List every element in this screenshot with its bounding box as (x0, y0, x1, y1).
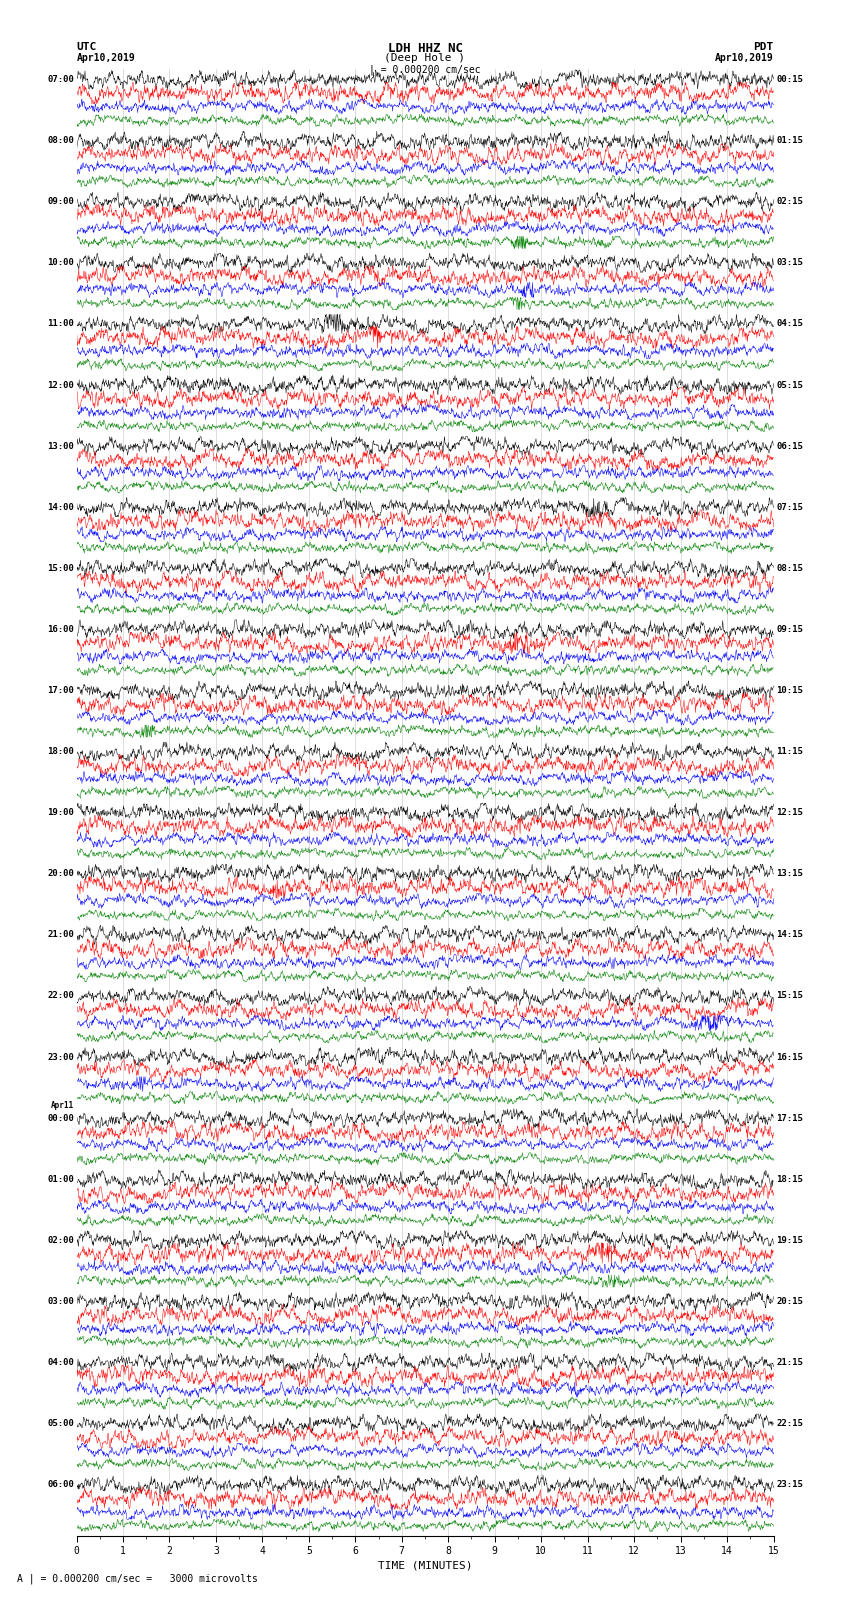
Text: 23:00: 23:00 (47, 1053, 74, 1061)
Text: 18:00: 18:00 (47, 747, 74, 756)
Text: 20:15: 20:15 (776, 1297, 803, 1307)
Text: (Deep Hole ): (Deep Hole ) (384, 53, 466, 63)
Text: 15:00: 15:00 (47, 565, 74, 573)
Text: 01:15: 01:15 (776, 135, 803, 145)
Text: 11:15: 11:15 (776, 747, 803, 756)
Text: UTC: UTC (76, 42, 97, 52)
Text: | = 0.000200 cm/sec: | = 0.000200 cm/sec (369, 65, 481, 76)
Text: 07:15: 07:15 (776, 503, 803, 511)
Text: 12:00: 12:00 (47, 381, 74, 389)
Text: LDH HHZ NC: LDH HHZ NC (388, 42, 462, 55)
Text: 04:15: 04:15 (776, 319, 803, 329)
Text: 06:15: 06:15 (776, 442, 803, 450)
Text: 02:00: 02:00 (47, 1236, 74, 1245)
Text: 08:00: 08:00 (47, 135, 74, 145)
Text: 07:00: 07:00 (47, 76, 74, 84)
Text: 14:15: 14:15 (776, 931, 803, 939)
Text: 22:15: 22:15 (776, 1419, 803, 1428)
Text: 13:00: 13:00 (47, 442, 74, 450)
Text: 10:15: 10:15 (776, 686, 803, 695)
Text: 21:15: 21:15 (776, 1358, 803, 1366)
Text: Apr10,2019: Apr10,2019 (715, 53, 774, 63)
Text: 16:00: 16:00 (47, 624, 74, 634)
Text: 09:15: 09:15 (776, 624, 803, 634)
Text: 03:00: 03:00 (47, 1297, 74, 1307)
Text: 12:15: 12:15 (776, 808, 803, 818)
Text: 19:15: 19:15 (776, 1236, 803, 1245)
Text: 10:00: 10:00 (47, 258, 74, 268)
Text: 17:00: 17:00 (47, 686, 74, 695)
Text: 03:15: 03:15 (776, 258, 803, 268)
Text: 11:00: 11:00 (47, 319, 74, 329)
Text: 17:15: 17:15 (776, 1113, 803, 1123)
Text: 08:15: 08:15 (776, 565, 803, 573)
Text: 06:00: 06:00 (47, 1481, 74, 1489)
Text: 15:15: 15:15 (776, 992, 803, 1000)
Text: 18:15: 18:15 (776, 1174, 803, 1184)
Text: A | = 0.000200 cm/sec =   3000 microvolts: A | = 0.000200 cm/sec = 3000 microvolts (17, 1573, 258, 1584)
Text: 09:00: 09:00 (47, 197, 74, 206)
Text: Apr11: Apr11 (51, 1102, 74, 1110)
Text: 19:00: 19:00 (47, 808, 74, 818)
Text: 02:15: 02:15 (776, 197, 803, 206)
Text: 14:00: 14:00 (47, 503, 74, 511)
Text: 13:15: 13:15 (776, 869, 803, 877)
Text: 23:15: 23:15 (776, 1481, 803, 1489)
Text: 04:00: 04:00 (47, 1358, 74, 1366)
Text: 22:00: 22:00 (47, 992, 74, 1000)
Text: 20:00: 20:00 (47, 869, 74, 877)
Text: 05:15: 05:15 (776, 381, 803, 389)
Text: 01:00: 01:00 (47, 1174, 74, 1184)
Text: 16:15: 16:15 (776, 1053, 803, 1061)
Text: 00:00: 00:00 (47, 1113, 74, 1123)
Text: Apr10,2019: Apr10,2019 (76, 53, 135, 63)
X-axis label: TIME (MINUTES): TIME (MINUTES) (377, 1560, 473, 1569)
Text: 05:00: 05:00 (47, 1419, 74, 1428)
Text: 21:00: 21:00 (47, 931, 74, 939)
Text: PDT: PDT (753, 42, 774, 52)
Text: 00:15: 00:15 (776, 76, 803, 84)
